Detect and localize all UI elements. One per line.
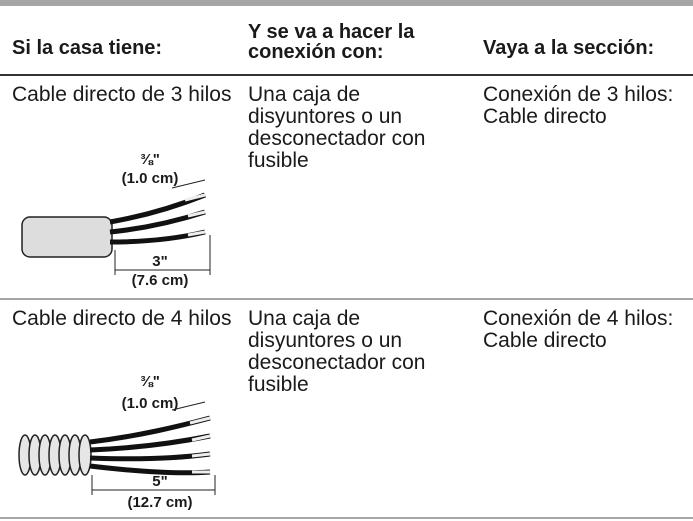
header-cell: Si la casa tiene: <box>12 37 163 59</box>
cell: Una caja de disyuntores o un desconectad… <box>248 307 426 396</box>
length-metric: (7.6 cm) <box>132 272 189 289</box>
strip-metric: (1.0 cm) <box>122 395 179 412</box>
header-rule <box>0 74 693 76</box>
strip-metric: (1.0 cm) <box>122 170 179 187</box>
cell: Cable directo de 3 hilos <box>12 83 232 106</box>
cell: Conexión de 4 hilos: Cable directo <box>483 307 674 352</box>
cell: Conexión de 3 hilos: Cable directo <box>483 83 674 128</box>
bottom-rule <box>0 517 693 519</box>
length: 3" <box>152 253 167 270</box>
cell: Una caja de disyuntores o un desconectad… <box>248 83 426 172</box>
header-cell: Y se va a hacer la conexión con: <box>248 21 415 63</box>
row-rule <box>0 298 693 300</box>
cell: Cable directo de 4 hilos <box>12 307 232 330</box>
strip-length: ⅜" <box>140 151 160 168</box>
header-cell: Vaya a la sección: <box>483 37 655 59</box>
cable-diagram: ⅜" (1.0 cm) 5" (12.7 cm) <box>18 373 216 511</box>
strip-length: ⅜" <box>140 373 160 390</box>
length-metric: (12.7 cm) <box>127 494 192 511</box>
cable-diagram: ⅜" (1.0 cm) 3" (7.6 cm) <box>21 151 211 289</box>
top-rule <box>0 0 693 6</box>
length: 5" <box>152 473 167 490</box>
